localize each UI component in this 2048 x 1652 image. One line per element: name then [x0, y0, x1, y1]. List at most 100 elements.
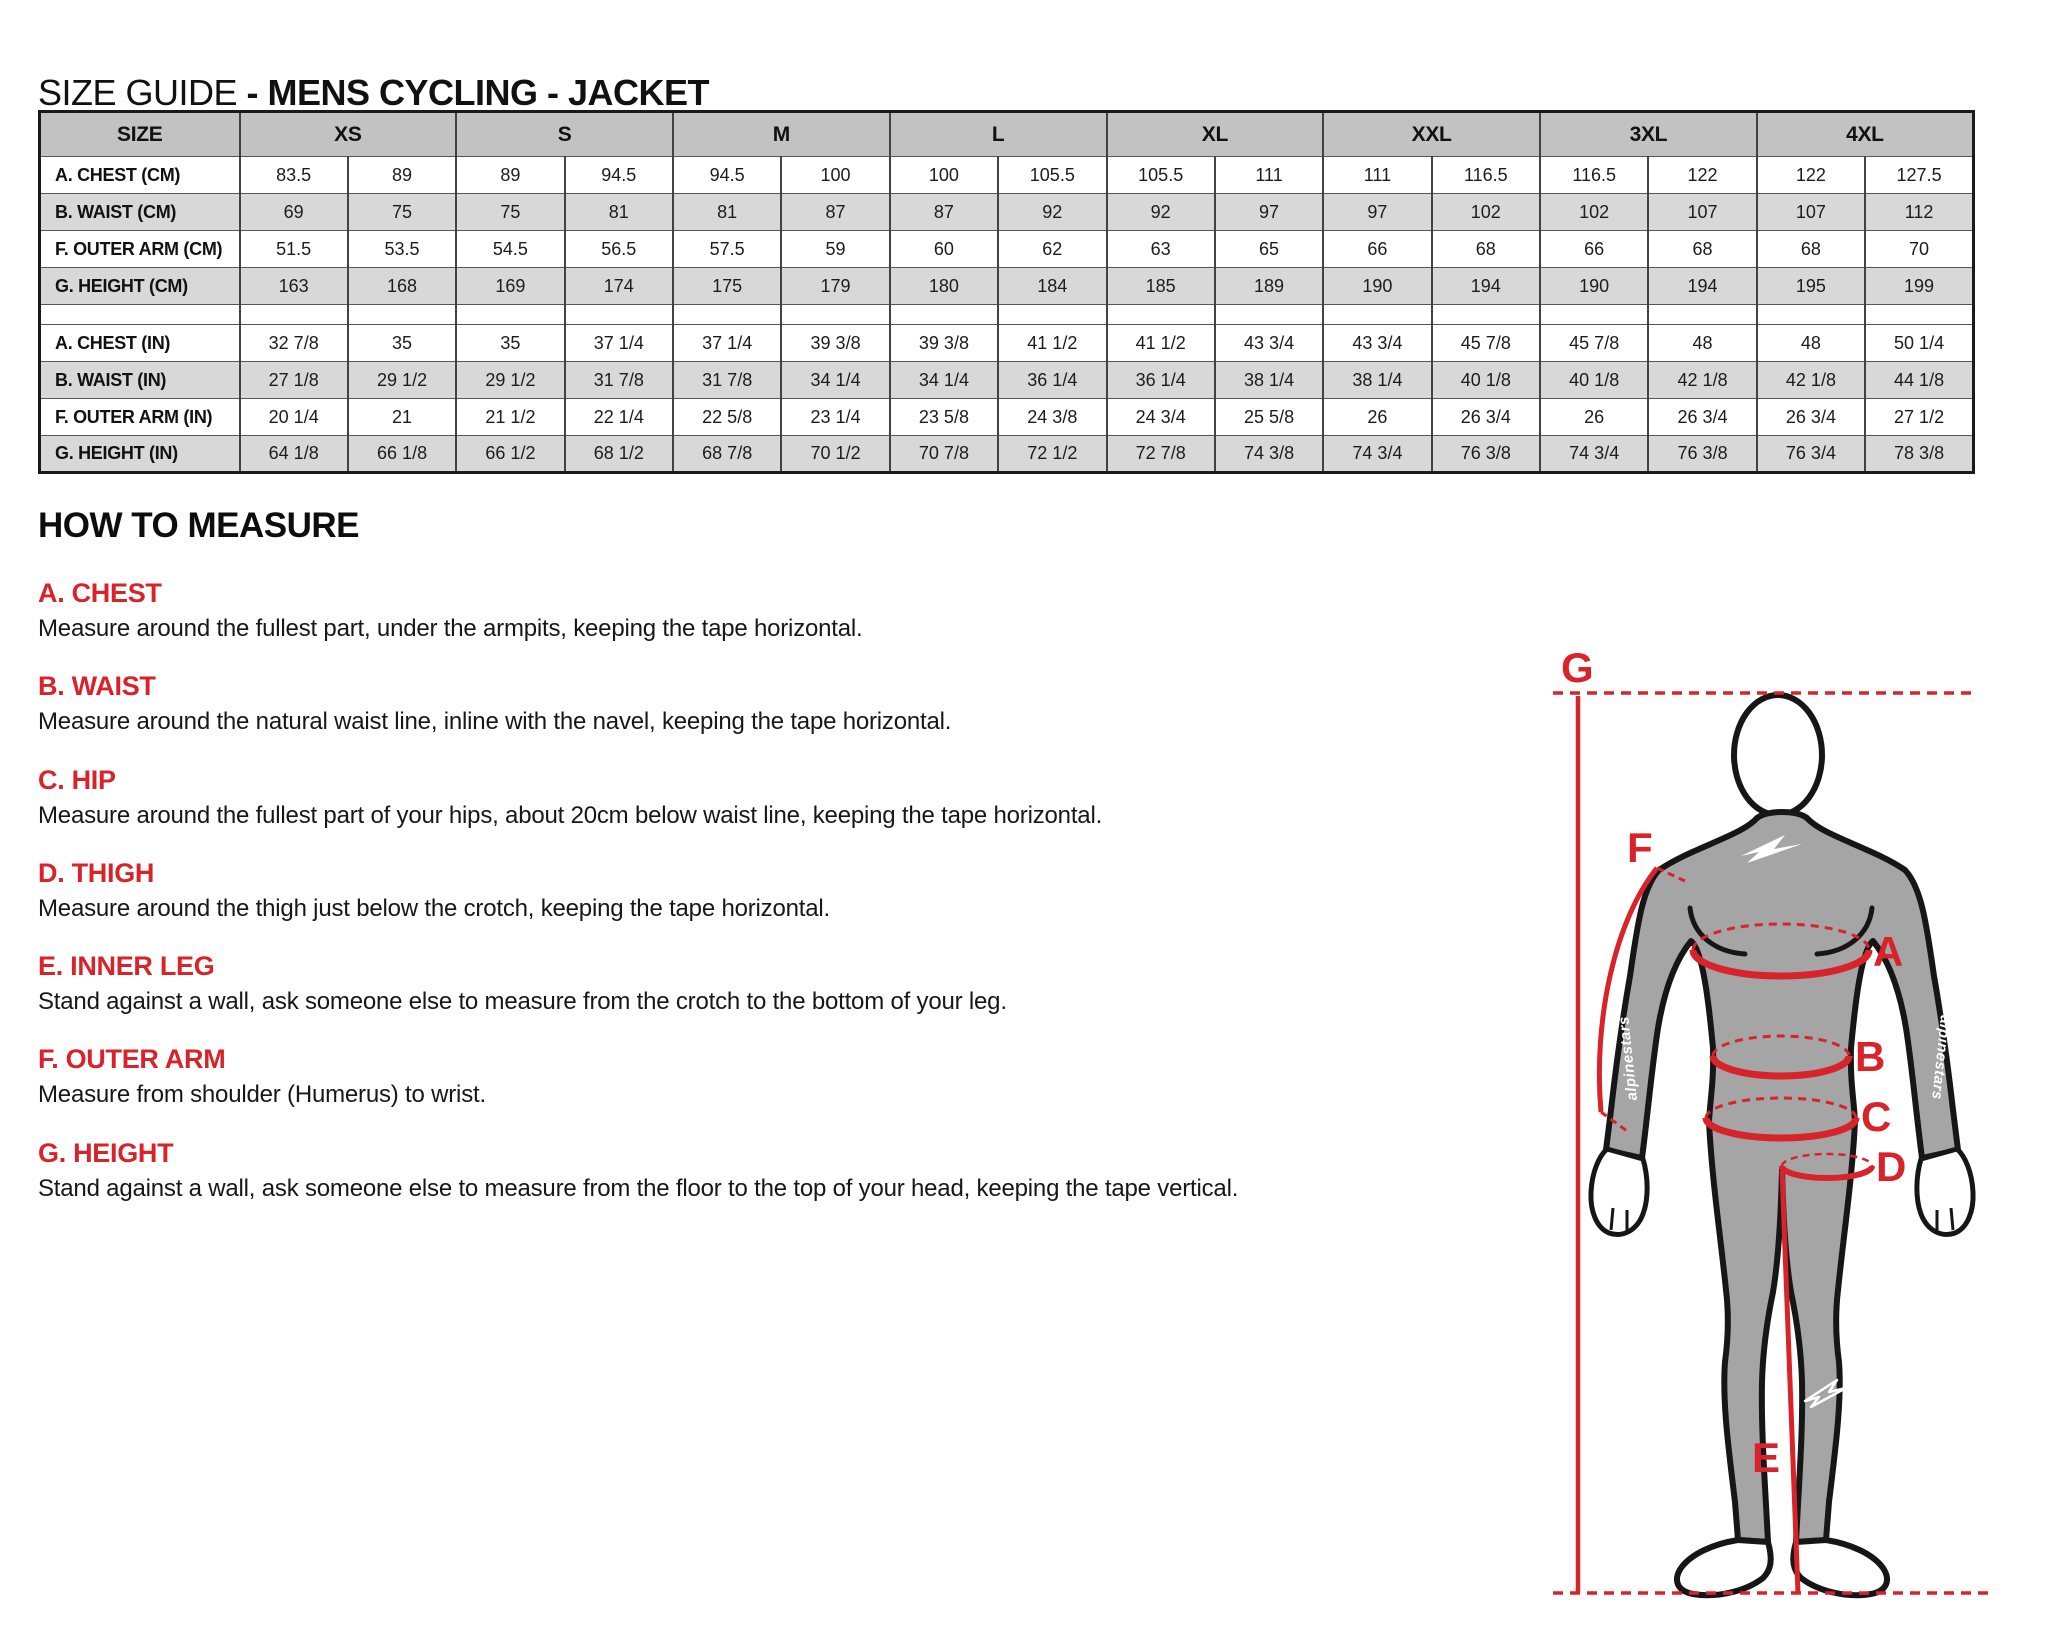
spacer-cell — [888, 304, 999, 325]
table-row: A. CHEST (IN) 32 7/8 35 35 37 1/4 37 1/4 39 3/… — [38, 324, 1974, 362]
table-cell: 45 7/8 — [1538, 324, 1649, 362]
table-cell: 26 — [1322, 398, 1432, 436]
table-cell: 116.5 — [1538, 156, 1649, 194]
table-cell: 112 — [1864, 193, 1974, 231]
table-cell: 37 1/4 — [671, 324, 782, 362]
table-cell: 194 — [1647, 267, 1757, 305]
table-cell: 72 1/2 — [997, 435, 1107, 473]
table-cell: 34 1/4 — [888, 361, 999, 399]
size-header-4xl: 4XL — [1755, 111, 1974, 157]
figure-pec-line-right — [1814, 905, 1875, 957]
table-cell: 26 3/4 — [1430, 398, 1540, 436]
table-cell: 24 3/8 — [997, 398, 1107, 436]
page-title: SIZE GUIDE - MENS CYCLING - JACKET — [38, 72, 710, 114]
waist-ellipse-front — [1709, 1055, 1853, 1080]
table-cell: 102 — [1430, 193, 1540, 231]
row-label: B. WAIST (CM) — [38, 193, 240, 231]
table-cell: 23 1/4 — [780, 398, 890, 436]
size-header-3xl: 3XL — [1539, 111, 1757, 157]
spacer-cell — [238, 304, 348, 325]
table-cell: 31 7/8 — [671, 361, 782, 399]
table-cell: 189 — [1213, 267, 1324, 305]
spacer-cell — [1430, 304, 1540, 325]
table-cell: 76 3/8 — [1647, 435, 1757, 473]
table-cell: 97 — [1322, 193, 1432, 231]
how-to-measure: HOW TO MEASURE A. CHEST Measure around th… — [38, 506, 1518, 1231]
measure-section-label: C. HIP — [38, 764, 116, 795]
table-cell: 74 3/8 — [1213, 435, 1324, 473]
table-cell: 100 — [780, 156, 890, 194]
label-g: G — [1561, 644, 1594, 691]
table-cell: 68 1/2 — [563, 435, 673, 473]
outer-arm-dashed-bottom — [1600, 1110, 1628, 1133]
table-cell: 45 7/8 — [1430, 324, 1540, 362]
spacer-cell — [1105, 304, 1215, 325]
row-label: B. WAIST (IN) — [38, 361, 240, 399]
row-label: A. CHEST (CM) — [38, 156, 240, 194]
spacer-cell — [346, 304, 457, 325]
table-cell: 169 — [455, 267, 565, 305]
table-cell: 22 5/8 — [671, 398, 782, 436]
label-c: C — [1861, 1093, 1891, 1140]
table-cell: 21 — [346, 398, 457, 436]
table-cell: 75 — [346, 193, 457, 231]
table-cell: 26 3/4 — [1755, 398, 1866, 436]
table-cell: 38 1/4 — [1213, 361, 1324, 399]
size-header-l: L — [888, 111, 1107, 157]
alpinestars-star-chest-icon — [1741, 835, 1802, 863]
table-cell: 51.5 — [238, 230, 348, 268]
table-cell: 27 1/8 — [238, 361, 348, 399]
table-cell: 42 1/8 — [1755, 361, 1866, 399]
table-cell: 35 — [455, 324, 565, 362]
table-cell: 39 3/8 — [780, 324, 890, 362]
table-cell: 100 — [888, 156, 999, 194]
header-row: SIZE XS S M L XL XXL 3XL 4XL — [38, 111, 1974, 157]
size-table-body: A. CHEST (CM) 83.5 89 89 94.5 94.5 100 100 105.5… — [38, 156, 1974, 473]
table-cell: 111 — [1322, 156, 1432, 194]
spacer-cell — [997, 304, 1107, 325]
table-cell: 66 1/8 — [346, 435, 457, 473]
size-header-xl: XL — [1105, 111, 1324, 157]
table-cell: 68 — [1755, 230, 1866, 268]
figure-head — [1731, 692, 1825, 818]
row-label: F. OUTER ARM (IN) — [38, 398, 240, 436]
size-header-xxl: XXL — [1322, 111, 1540, 157]
table-cell: 190 — [1322, 267, 1432, 305]
table-cell: 66 1/2 — [455, 435, 565, 473]
measure-section-label: D. THIGH — [38, 857, 155, 888]
table-cell: 25 5/8 — [1213, 398, 1324, 436]
table-row: F. OUTER ARM (IN) 20 1/4 21 21 1/2 22 1/4 22 … — [38, 398, 1974, 436]
table-cell: 174 — [563, 267, 673, 305]
table-cell: 83.5 — [238, 156, 348, 194]
table-cell: 87 — [888, 193, 999, 231]
outer-arm-dashed-top — [1656, 866, 1686, 883]
table-cell: 94.5 — [563, 156, 673, 194]
page-title-bold: - MENS CYCLING - JACKET — [246, 72, 710, 114]
table-row: G. HEIGHT (IN) 64 1/8 66 1/8 66 1/2 68 1/2 68… — [38, 435, 1974, 473]
size-header-xs: XS — [238, 111, 457, 157]
table-cell: 37 1/4 — [563, 324, 673, 362]
table-cell: 89 — [346, 156, 457, 194]
table-cell: 175 — [671, 267, 782, 305]
label-a: A — [1873, 928, 1903, 975]
table-cell: 53.5 — [346, 230, 457, 268]
table-cell: 62 — [997, 230, 1107, 268]
table-cell: 59 — [780, 230, 890, 268]
thigh-ellipse-back — [1780, 1152, 1874, 1167]
measure-section: E. INNER LEG Stand against a wall, ask so… — [38, 951, 1518, 1016]
table-cell: 70 1/2 — [780, 435, 890, 473]
spacer-cell — [455, 304, 565, 325]
table-cell: 20 1/4 — [238, 398, 348, 436]
table-cell: 102 — [1538, 193, 1649, 231]
label-f: F — [1627, 824, 1653, 871]
spacer-cell — [780, 304, 890, 325]
table-cell: 65 — [1213, 230, 1324, 268]
table-cell: 184 — [997, 267, 1107, 305]
inner-leg-line — [1779, 1169, 1801, 1594]
table-cell: 74 3/4 — [1538, 435, 1649, 473]
table-cell: 190 — [1538, 267, 1649, 305]
measure-section-description: Measure around the fullest part of your … — [38, 801, 1103, 829]
spacer-cell — [1755, 304, 1866, 325]
table-cell: 81 — [671, 193, 782, 231]
table-cell: 34 1/4 — [780, 361, 890, 399]
